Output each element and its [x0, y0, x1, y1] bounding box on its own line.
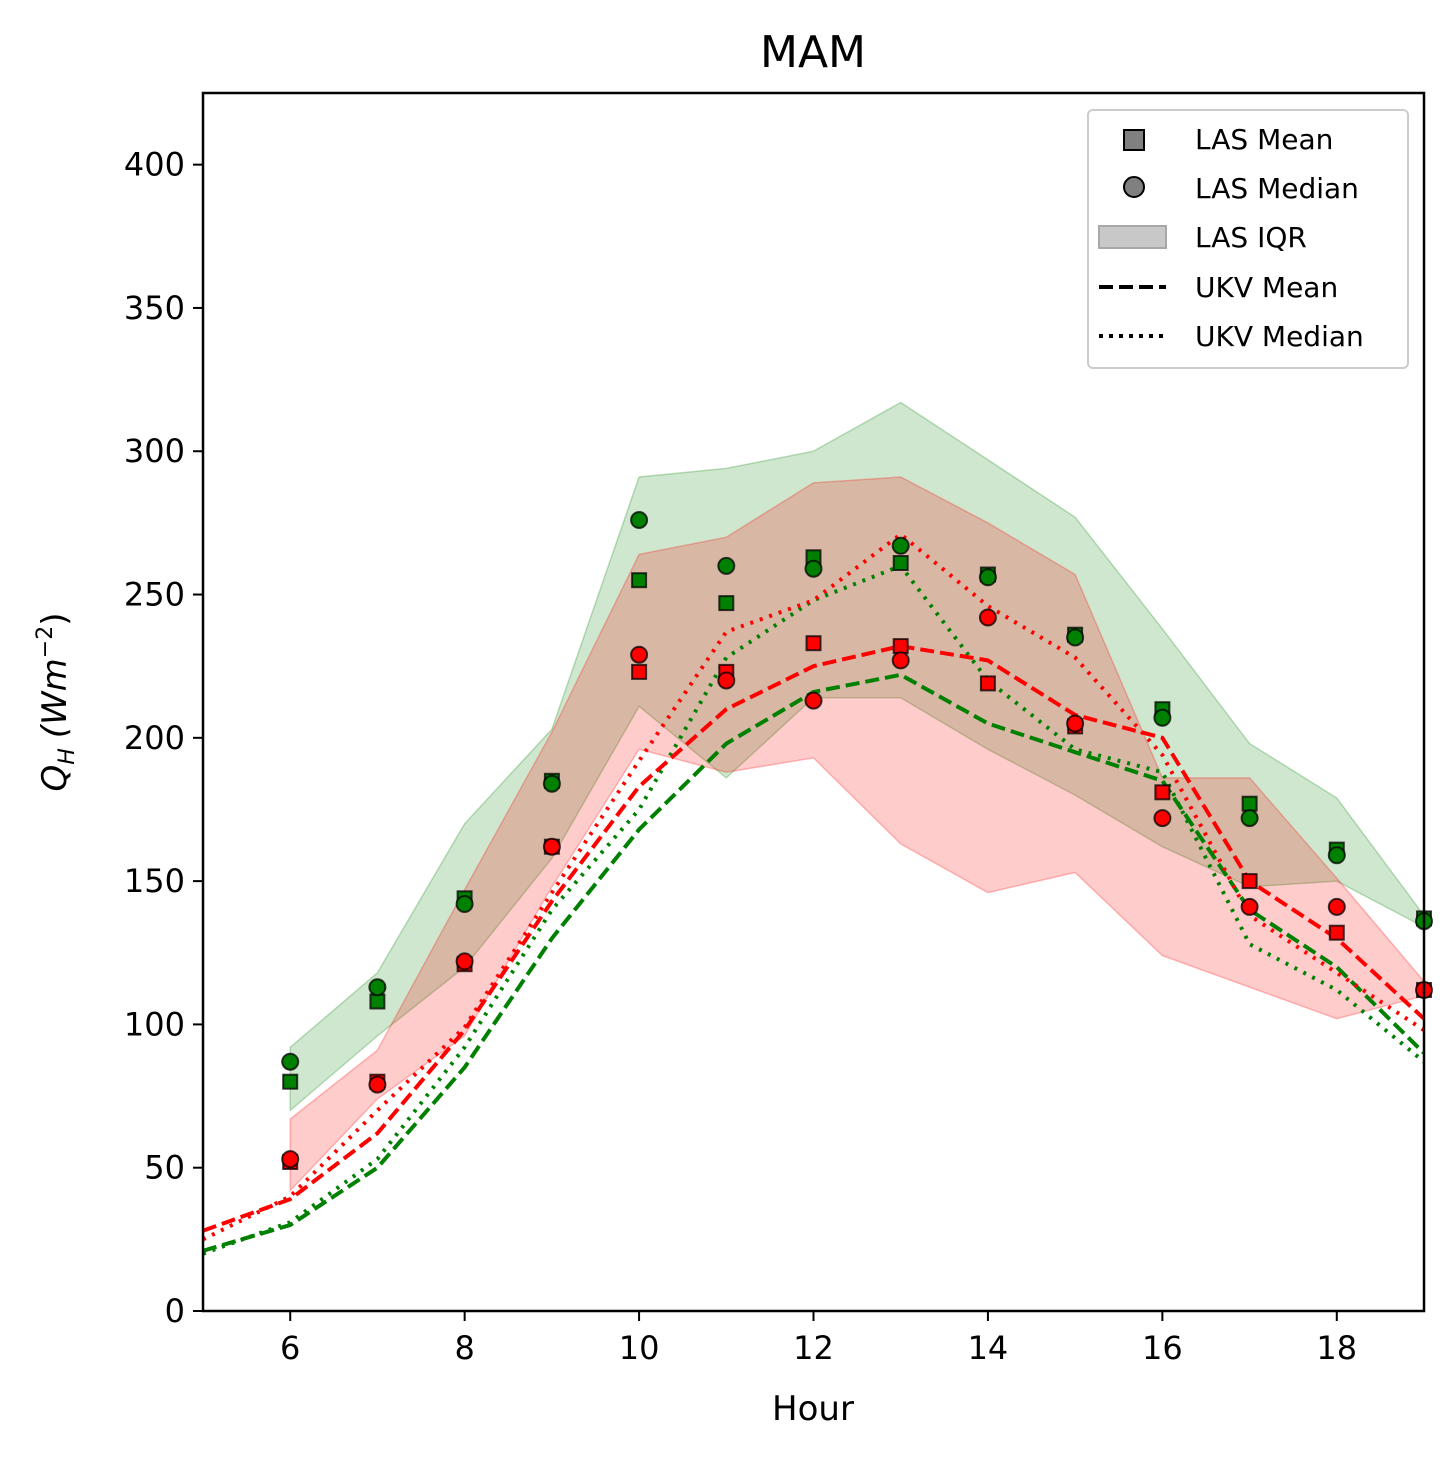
las-mean-marker: [1328, 924, 1345, 941]
ukv-mean-line-1: [203, 644, 1424, 1233]
y-tick-label: 400: [124, 146, 185, 184]
las-median-marker: [1153, 809, 1172, 828]
iqr-band-0: [289, 401, 1424, 1113]
las-median-marker: [542, 774, 561, 793]
y-axis-label-exponent: −2: [33, 626, 58, 658]
y-tick-label: 250: [124, 576, 185, 614]
las-median-marker: [1066, 628, 1085, 647]
legend-label-las-iqr: LAS IQR: [1195, 221, 1307, 254]
las-mean-marker: [718, 595, 735, 612]
las-median-marker: [1327, 846, 1346, 865]
x-tick-label: 14: [968, 1329, 1009, 1367]
las-median-marker: [1240, 809, 1259, 828]
x-tick-label: 12: [793, 1329, 834, 1367]
las-mean-marker: [631, 572, 648, 589]
x-tick-label: 16: [1142, 1329, 1183, 1367]
las-mean-marker: [1241, 873, 1258, 890]
las-mean-marker: [892, 638, 909, 655]
y-axis-label-close: ): [35, 612, 75, 625]
las-median-marker: [717, 556, 736, 575]
y-tick-label: 300: [124, 432, 185, 470]
las-mean-marker: [1154, 784, 1171, 801]
legend-label-las-median: LAS Median: [1195, 172, 1359, 205]
las-mean-marker: [892, 555, 909, 571]
las-median-marker: [368, 978, 387, 997]
las-median-marker: [891, 651, 910, 670]
las-median-marker: [1327, 897, 1346, 916]
las-median-marker: [1153, 708, 1172, 727]
legend-square-icon: [1123, 129, 1145, 151]
las-median-marker: [630, 511, 649, 529]
legend-label-las-mean: LAS Mean: [1195, 123, 1333, 156]
las-mean-marker: [979, 675, 996, 692]
y-axis-label-units: (Wm: [35, 658, 75, 738]
las-median-marker: [804, 559, 823, 578]
y-tick-label: 0: [165, 1292, 185, 1330]
x-axis-label: Hour: [772, 1389, 854, 1429]
las-median-marker: [542, 837, 561, 856]
las-mean-marker: [805, 635, 822, 652]
y-tick-label: 50: [144, 1149, 185, 1187]
legend-label-ukv-median: UKV Median: [1195, 320, 1364, 353]
legend-label-ukv-mean: UKV Mean: [1195, 271, 1338, 304]
las-median-marker: [804, 691, 823, 710]
las-median-marker: [281, 1052, 300, 1071]
las-median-marker: [978, 608, 997, 627]
legend-frame: [1087, 109, 1409, 369]
las-median-marker: [978, 568, 997, 587]
las-mean-marker: [369, 993, 386, 1010]
las-median-marker: [281, 1150, 300, 1169]
axis-layer: 6 8 10 12 14 16 18 0 50 100 150 200 250 300 350 400: [124, 146, 1357, 1367]
y-tick-label: 150: [124, 862, 185, 900]
y-tick-label: 100: [124, 1005, 185, 1043]
las-median-marker: [630, 645, 649, 664]
x-tick-label: 8: [454, 1329, 474, 1367]
y-axis-label-symbol: Q: [35, 765, 75, 792]
las-median-marker: [368, 1075, 387, 1094]
las-mean-marker: [631, 663, 648, 680]
x-tick-label: 6: [280, 1329, 300, 1367]
legend: LAS Mean LAS Median LAS IQR UKV Mean UKV…: [1087, 109, 1409, 369]
y-axis-label: QH (Wm−2): [33, 612, 80, 791]
y-axis-label-subscript: H: [55, 748, 80, 765]
y-tick-label: 350: [124, 289, 185, 327]
las-median-marker: [891, 536, 910, 555]
x-tick-label: 18: [1316, 1329, 1357, 1367]
las-markers-layer: [281, 511, 1433, 1170]
legend-patch-icon: [1098, 225, 1167, 249]
las-mean-marker: [282, 1073, 299, 1090]
las-median-marker: [455, 895, 474, 913]
x-tick-label: 10: [619, 1329, 660, 1367]
chart-title: MAM: [760, 27, 866, 78]
las-mean-marker: [1241, 795, 1258, 812]
las-median-marker: [717, 671, 736, 690]
y-tick-label: 200: [124, 719, 185, 757]
las-median-marker: [455, 952, 474, 971]
legend-circle-icon: [1123, 176, 1145, 198]
las-median-marker: [1240, 897, 1259, 916]
las-median-marker: [1066, 714, 1085, 733]
